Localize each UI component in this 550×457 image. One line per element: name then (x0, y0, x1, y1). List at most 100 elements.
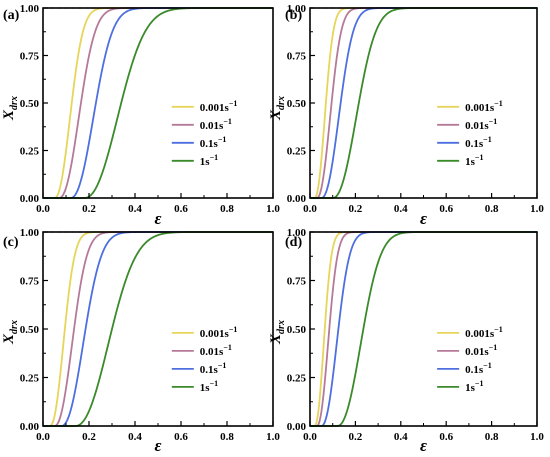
legend-rate-value: 0.01 (465, 346, 484, 358)
legend-entry: 0.1s−1 (465, 135, 492, 150)
x-axis-label: ε (155, 436, 162, 455)
y-tick-label: 0.00 (287, 421, 307, 433)
legend-unit: s (479, 138, 484, 150)
x-axis-label: ε (420, 209, 427, 228)
legend-rate-value: 0.001 (465, 328, 490, 340)
legend-unit-exponent: −1 (483, 135, 492, 144)
legend-entry: 0.1s−1 (465, 361, 492, 376)
legend-entry: 0.01s−1 (465, 117, 497, 132)
y-tick-label: 0.75 (287, 276, 307, 288)
legend-unit: s (219, 120, 224, 132)
legend-rate-value: 0.1 (200, 364, 214, 376)
legend-entry: 0.01s−1 (465, 343, 497, 358)
series-line-3 (43, 231, 273, 427)
y-tick-label: 0.00 (20, 193, 40, 205)
series-line-2 (43, 7, 273, 199)
series-line-2 (310, 231, 537, 427)
legend-unit: s (471, 382, 476, 394)
legend-unit: s (225, 328, 230, 340)
y-tick-label: 0.50 (20, 324, 40, 336)
y-axis-label-subscript: drx (276, 320, 287, 334)
panel-label: (a) (3, 8, 20, 23)
x-axis-label: ε (155, 209, 162, 228)
y-tick-label: 0.25 (20, 146, 40, 158)
legend-unit: s (490, 102, 495, 114)
series-line-1 (43, 231, 273, 427)
legend-entry: 0.001s−1 (200, 99, 238, 114)
legend-unit-exponent: −1 (475, 379, 484, 388)
legend-entry: 0.1s−1 (200, 361, 227, 376)
legend-entry: 0.001s−1 (200, 325, 238, 340)
legend-rate-value: 1 (465, 382, 471, 394)
y-tick-label: 0.25 (287, 373, 307, 385)
legend-rate-value: 0.001 (465, 102, 490, 114)
series-line-1 (43, 7, 273, 199)
y-tick-label: 0.50 (20, 98, 40, 110)
panel-3: 0.0 0.2 0.4 0.6 0.8 1.0 0.00 0.25 0.50 0.75 1.00(d… (268, 227, 544, 455)
legend-unit: s (225, 102, 230, 114)
x-tick-label: 0.0 (36, 203, 50, 215)
series-line-0 (310, 231, 537, 427)
legend-rate-value: 1 (465, 156, 471, 168)
y-tick-label: 1.00 (20, 3, 40, 15)
panel-label: (c) (3, 235, 19, 250)
legend-unit-exponent: −1 (210, 379, 219, 388)
axes-frame (42, 231, 274, 427)
legend-rate-value: 0.1 (465, 364, 479, 376)
series-line-0 (43, 231, 273, 427)
x-tick-label: 0.2 (349, 203, 363, 215)
legend-unit: s (214, 138, 219, 150)
legend-unit: s (471, 156, 476, 168)
legend-rate-value: 1 (200, 382, 206, 394)
x-tick-label: 0.0 (303, 431, 317, 443)
y-axis-label-main: X (1, 109, 17, 121)
x-tick-label: 0.8 (220, 431, 234, 443)
y-tick-label: 1.00 (287, 3, 307, 15)
legend-rate-value: 0.01 (200, 120, 219, 132)
legend-rate-value: 0.001 (200, 328, 225, 340)
legend-unit-exponent: −1 (489, 343, 498, 352)
x-tick-label: 1.0 (266, 431, 280, 443)
y-axis-label-main: X (268, 333, 284, 345)
x-tick-label: 0.6 (174, 203, 188, 215)
legend-rate-value: 0.01 (200, 346, 219, 358)
legend-entry: 0.01s−1 (200, 343, 232, 358)
x-tick-label: 0.6 (439, 431, 453, 443)
y-tick-label: 0.75 (20, 51, 40, 63)
legend-entry: 0.001s−1 (465, 99, 503, 114)
legend-entry: 1s−1 (465, 153, 483, 168)
y-tick-label: 0.50 (287, 98, 307, 110)
legend-unit-exponent: −1 (229, 99, 238, 108)
panel-1: 0.0 0.2 0.4 0.6 0.8 1.0 0.00 0.25 0.50 0.75 1.00(b… (268, 3, 544, 228)
x-tick-label: 0.8 (485, 203, 499, 215)
legend-unit-exponent: −1 (475, 153, 484, 162)
legend-unit: s (490, 328, 495, 340)
x-tick-label: 1.0 (530, 431, 544, 443)
y-tick-label: 0.50 (287, 324, 307, 336)
x-axis-label: ε (420, 436, 427, 455)
y-tick-label: 1.00 (287, 227, 307, 239)
y-tick-label: 0.75 (287, 51, 307, 63)
legend-rate-value: 0.1 (465, 138, 479, 150)
series-line-3 (43, 7, 273, 199)
x-tick-label: 0.4 (128, 431, 142, 443)
x-tick-label: 0.2 (82, 431, 96, 443)
x-tick-label: 1.0 (266, 203, 280, 215)
legend-unit: s (484, 120, 489, 132)
y-tick-label: 0.75 (20, 276, 40, 288)
x-tick-label: 1.0 (530, 203, 544, 215)
legend-unit: s (219, 346, 224, 358)
series-line-2 (43, 231, 273, 427)
legend-unit: s (484, 346, 489, 358)
legend-unit-exponent: −1 (483, 361, 492, 370)
legend-entry: 1s−1 (200, 379, 218, 394)
x-tick-label: 0.2 (349, 431, 363, 443)
legend-entry: 1s−1 (200, 153, 218, 168)
y-tick-label: 0.25 (287, 146, 307, 158)
legend-unit-exponent: −1 (494, 325, 503, 334)
legend-unit-exponent: −1 (210, 153, 219, 162)
panel-label: (b) (285, 8, 302, 23)
panel-0: 0.0 0.2 0.4 0.6 0.8 1.0 0.00 0.25 0.50 0.75 1.00(a… (1, 3, 280, 228)
x-tick-label: 0.2 (82, 203, 96, 215)
